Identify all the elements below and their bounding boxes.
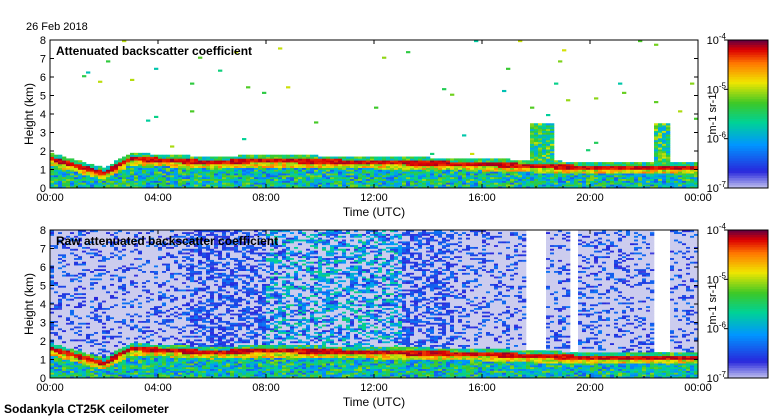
colorbar-unit-label: m-1 sr-1 [707, 284, 719, 325]
x-axis-label: Time (UTC) [343, 395, 405, 409]
heatmap-field [50, 230, 699, 379]
colorbar-tick-label: 10-4 [707, 222, 727, 237]
x-tick-label: 00:00 [36, 192, 64, 204]
footer-label: Sodankyla CT25K ceilometer [4, 402, 169, 416]
y-tick-label: 3 [40, 318, 46, 330]
y-tick-label: 2 [40, 336, 46, 348]
colorbar-frame [727, 39, 769, 189]
x-tick-label: 00:00 [684, 382, 712, 394]
colorbar-tick-label: 10-5 [707, 81, 727, 96]
x-tick-label: 16:00 [468, 382, 496, 394]
y-tick-label: 3 [40, 128, 46, 140]
y-tick-label: 7 [40, 54, 46, 66]
x-tick-label: 20:00 [576, 382, 604, 394]
colorbar-tick-label: 10-6 [707, 131, 727, 146]
colorbar-tick-label: 10-5 [707, 271, 727, 286]
panel-2: 0 1 2 3 4 5 6 7 8 00:00 04:00 08:00 12:00 16:00 20:00 0… [22, 222, 769, 409]
x-tick-label: 12:00 [360, 382, 388, 394]
colorbar-tick-label: 10-7 [707, 180, 727, 195]
x-tick-label: 04:00 [144, 382, 172, 394]
colorbar-unit-label: m-1 sr-1 [707, 94, 719, 135]
y-tick-label: 0 [40, 183, 46, 195]
y-tick-label: 7 [40, 244, 46, 256]
x-tick-label: 00:00 [684, 192, 712, 204]
colorbar-tick-label: 10-6 [707, 321, 727, 336]
y-tick-label: 5 [40, 281, 46, 293]
x-tick-label: 16:00 [468, 192, 496, 204]
x-tick-label: 04:00 [144, 192, 172, 204]
y-tick-label: 2 [40, 146, 46, 158]
panel-title: Attenuated backscatter coefficient [56, 44, 252, 58]
x-tick-label: 08:00 [252, 382, 280, 394]
x-tick-label: 08:00 [252, 192, 280, 204]
colorbar: 10-4 10-5 10-6 10-7 m-1 sr-1 [707, 32, 769, 195]
x-tick-label: 20:00 [576, 192, 604, 204]
y-tick-label: 6 [40, 72, 46, 84]
panel-title: Raw attenuated backscatter coefficient [56, 234, 278, 248]
colorbar: 10-4 10-5 10-6 10-7 m-1 sr-1 [707, 222, 769, 385]
y-axis-label: Height (km) [22, 83, 36, 145]
y-tick-label: 5 [40, 91, 46, 103]
y-tick-label: 8 [40, 35, 46, 47]
heatmap-field [50, 40, 699, 189]
y-tick-label: 1 [40, 165, 46, 177]
y-tick-label: 6 [40, 262, 46, 274]
x-tick-label: 00:00 [36, 382, 64, 394]
date-label: 26 Feb 2018 [26, 21, 88, 33]
panel-1: 0 1 2 3 4 5 6 7 8 00:00 04:00 08:00 12:00 16:00 20:00 0… [22, 32, 769, 219]
colorbar-frame [727, 229, 769, 379]
y-axis-label: Height (km) [22, 273, 36, 335]
y-tick-label: 1 [40, 355, 46, 367]
colorbar-tick-label: 10-7 [707, 370, 727, 385]
colorbar-tick-label: 10-4 [707, 32, 727, 47]
x-axis-label: Time (UTC) [343, 205, 405, 219]
y-tick-label: 8 [40, 225, 46, 237]
x-tick-label: 12:00 [360, 192, 388, 204]
y-tick-label: 0 [40, 373, 46, 385]
y-tick-label: 4 [40, 109, 46, 121]
y-tick-label: 4 [40, 299, 46, 311]
